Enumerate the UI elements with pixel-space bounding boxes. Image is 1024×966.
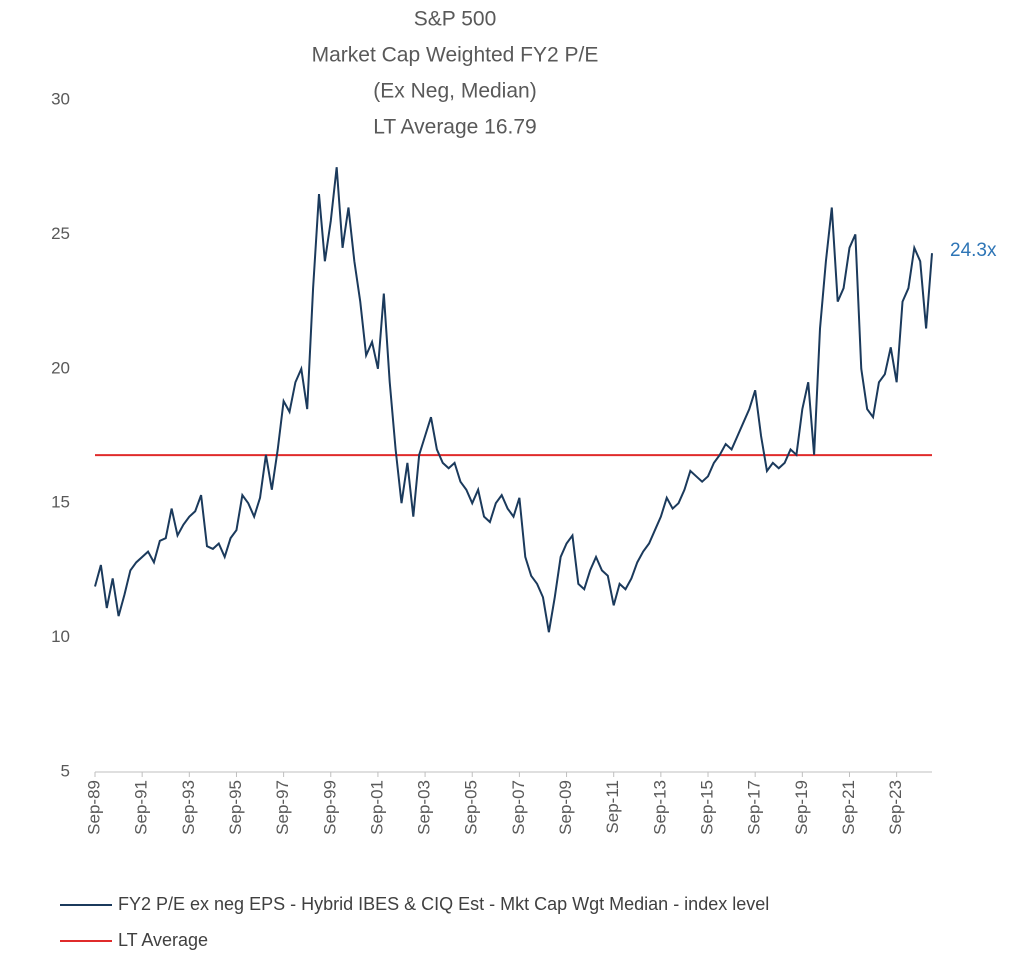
x-tick-label: Sep-07: [509, 780, 528, 835]
x-tick-label: Sep-97: [273, 780, 292, 835]
x-tick-label: Sep-15: [697, 780, 716, 835]
x-tick-label: Sep-17: [745, 780, 764, 835]
x-tick-label: Sep-11: [603, 780, 622, 834]
x-tick-label: Sep-19: [792, 780, 811, 835]
y-tick-label: 25: [51, 224, 70, 243]
x-tick-label: Sep-01: [367, 780, 386, 835]
x-tick-label: Sep-03: [415, 780, 434, 835]
y-tick-label: 5: [61, 761, 70, 780]
chart-title: S&P 500: [414, 8, 497, 31]
x-tick-label: Sep-21: [839, 780, 858, 835]
x-tick-label: Sep-09: [556, 780, 575, 835]
x-tick-label: Sep-91: [132, 780, 151, 835]
chart-title: (Ex Neg, Median): [373, 80, 536, 103]
x-tick-label: Sep-89: [84, 780, 103, 835]
x-tick-label: Sep-93: [179, 780, 198, 835]
legend-label: LT Average: [118, 930, 208, 950]
data-label: 24.3x: [950, 240, 997, 261]
x-tick-label: Sep-23: [886, 780, 905, 835]
chart-title: Market Cap Weighted FY2 P/E: [312, 44, 599, 67]
y-tick-label: 20: [51, 358, 70, 377]
chart-title: LT Average 16.79: [373, 116, 536, 139]
x-tick-label: Sep-13: [650, 780, 669, 835]
y-tick-label: 15: [51, 493, 70, 512]
x-tick-label: Sep-99: [320, 780, 339, 835]
x-tick-label: Sep-05: [462, 780, 481, 835]
y-tick-label: 10: [51, 627, 70, 646]
legend-label: FY2 P/E ex neg EPS - Hybrid IBES & CIQ E…: [118, 894, 769, 914]
series-line: [94, 167, 933, 633]
x-tick-label: Sep-95: [226, 780, 245, 835]
y-tick-label: 30: [51, 89, 70, 108]
